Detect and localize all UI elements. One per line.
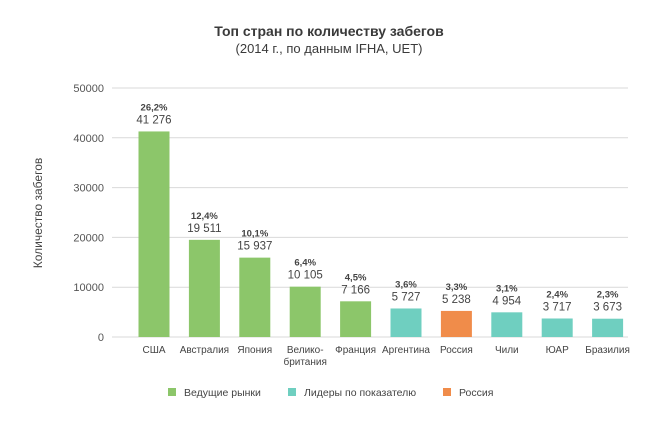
legend-label: Ведущие рынки (184, 387, 261, 399)
bar (289, 286, 321, 337)
value-label: 5 727 (392, 291, 421, 303)
x-tick-label: Франция (335, 345, 376, 356)
percent-label: 2,4% (546, 289, 568, 300)
y-axis-label: Количество забегов (31, 158, 45, 269)
x-tick-label: США (142, 345, 165, 356)
percent-label: 3,3% (446, 282, 468, 293)
value-label: 15 937 (237, 241, 272, 253)
y-tick-label: 30000 (73, 183, 104, 195)
bar (592, 318, 624, 337)
percent-label: 4,5% (345, 272, 367, 283)
legend-label: Россия (459, 387, 493, 399)
x-axis-ticks: США Австралия Япония Велико-британия Франция… (142, 345, 629, 368)
bar (541, 318, 573, 337)
percent-label: 10,1% (241, 229, 268, 240)
y-tick-label: 10000 (73, 282, 104, 294)
bar (440, 310, 472, 337)
percent-label: 6,4% (294, 258, 316, 269)
value-label: 3 717 (543, 301, 572, 313)
percent-label: 3,6% (395, 279, 417, 290)
x-tick-label: Австралия (180, 345, 229, 356)
legend-swatch (443, 388, 451, 396)
x-tick-label: ЮАР (546, 345, 569, 356)
value-label: 10 105 (288, 270, 323, 282)
legend: Ведущие рынки Лидеры по показателю Россия (168, 387, 493, 399)
x-tick-label: Бразилия (585, 345, 630, 356)
y-tick-label: 40000 (73, 133, 104, 145)
y-tick-label: 20000 (73, 232, 104, 244)
value-label: 41 276 (136, 114, 171, 126)
y-tick-label: 0 (98, 332, 104, 344)
x-tick-label: британия (283, 356, 326, 368)
bar (340, 301, 372, 337)
legend-label: Лидеры по показателю (304, 387, 416, 399)
x-tick-label: Япония (237, 345, 272, 356)
bar (239, 257, 271, 337)
bars (138, 131, 624, 337)
value-label: 4 954 (492, 295, 521, 307)
percent-label: 3,1% (496, 283, 518, 294)
bar (491, 312, 523, 337)
bar (138, 131, 170, 337)
y-tick-label: 50000 (73, 83, 104, 95)
percent-label: 12,4% (191, 211, 218, 222)
chart-title: Топ стран по количеству забегов (214, 23, 444, 39)
bar (390, 308, 422, 337)
value-label: 19 511 (187, 223, 221, 235)
x-tick-label: Велико- (287, 345, 324, 356)
percent-label: 2,3% (597, 290, 619, 301)
value-label: 5 238 (442, 294, 471, 306)
legend-swatch (288, 388, 296, 396)
legend-swatch (168, 388, 176, 396)
bar (188, 239, 220, 337)
x-tick-label: Чили (495, 345, 519, 356)
percent-label: 26,2% (141, 102, 168, 113)
chart-subtitle: (2014 г., по данным IFHA, UET) (236, 41, 423, 56)
x-tick-label: Россия (440, 345, 473, 356)
value-label: 3 673 (593, 302, 622, 314)
value-label: 7 166 (341, 284, 370, 296)
y-axis-ticks: 0 10000 20000 30000 40000 50000 (73, 83, 104, 344)
x-tick-label: Аргентина (382, 345, 430, 356)
